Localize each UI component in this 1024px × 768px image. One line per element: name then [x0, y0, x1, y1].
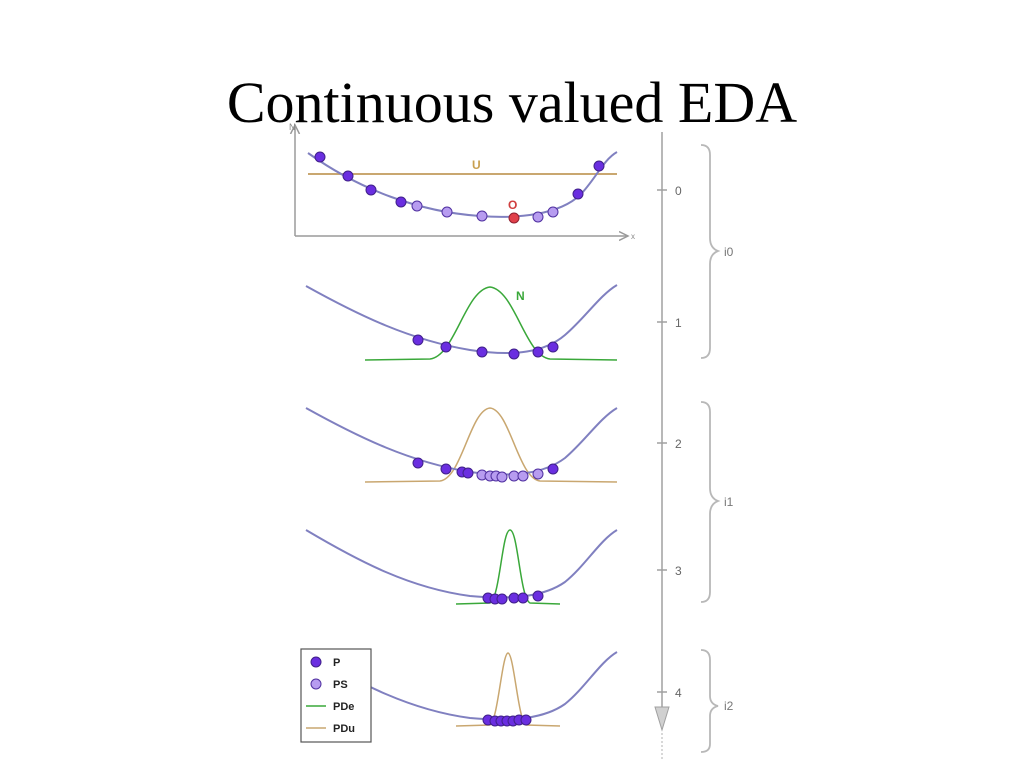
selected-point: [476, 210, 488, 222]
panel-4: [305, 651, 618, 727]
point: [314, 151, 326, 163]
normal-label: N: [516, 289, 525, 303]
point: [476, 346, 488, 358]
selected-point: [411, 200, 423, 212]
point: [547, 341, 559, 353]
point: [517, 592, 529, 604]
time-axis: 0 1 2 3 4: [654, 132, 682, 760]
point: [496, 593, 508, 605]
bracket-i0: [700, 144, 721, 359]
selected-point: [441, 206, 453, 218]
uniform-label: U: [472, 158, 481, 172]
tick-label-4: 4: [675, 686, 682, 700]
x-axis-label: x: [631, 232, 635, 241]
bracket-i1: [700, 401, 721, 603]
tick-label-2: 2: [675, 437, 682, 451]
point: [520, 714, 532, 726]
point: [412, 334, 424, 346]
iteration-brackets: [700, 144, 721, 753]
population-points: [314, 151, 605, 224]
normal-distribution: [364, 286, 618, 361]
tick-label-3: 3: [675, 564, 682, 578]
point: [532, 590, 544, 602]
point: [412, 457, 424, 469]
point: [462, 467, 474, 479]
selected-point: [547, 206, 559, 218]
optimum-point: [508, 212, 520, 224]
fitness-curve: [305, 529, 618, 599]
tick-label-1: 1: [675, 316, 682, 330]
point: [395, 196, 407, 208]
point: [572, 188, 584, 200]
panel-1: N: [305, 284, 618, 361]
selected-point: [517, 470, 529, 482]
bracket-label-i0: i0: [724, 245, 734, 259]
point: [440, 341, 452, 353]
uniform-distribution: [455, 652, 561, 727]
legend-label-p: P: [333, 657, 340, 669]
legend-label-ps: PS: [333, 679, 348, 691]
tick-label-0: 0: [675, 184, 682, 198]
legend-label-pde: PDe: [333, 701, 354, 713]
selected-point: [532, 211, 544, 223]
slide-title: Continuous valued EDA: [226, 70, 798, 135]
panel-2: [305, 407, 618, 483]
time-axis-arrow: [654, 706, 670, 732]
fitness-curve: [305, 284, 618, 355]
fitness-curve: [305, 407, 618, 476]
point: [593, 160, 605, 172]
panel-0: N x U O: [289, 122, 635, 241]
point: [508, 348, 520, 360]
bracket-i2: [700, 649, 719, 753]
point: [440, 463, 452, 475]
point: [532, 346, 544, 358]
bracket-label-i2: i2: [724, 699, 734, 713]
legend-label-pdu: PDu: [333, 723, 355, 735]
legend-swatch-p: [310, 656, 322, 668]
normal-distribution: [455, 529, 561, 605]
selected-point: [532, 468, 544, 480]
selected-point: [496, 471, 508, 483]
optimum-label: O: [508, 198, 517, 212]
panel-3: [305, 529, 618, 605]
point: [342, 170, 354, 182]
legend: P PS PDe PDu: [300, 648, 372, 743]
point: [547, 463, 559, 475]
fitness-curve: [307, 151, 618, 218]
bracket-label-i1: i1: [724, 495, 734, 509]
point: [365, 184, 377, 196]
legend-swatch-ps: [310, 678, 322, 690]
y-axis-label: N: [289, 122, 296, 132]
